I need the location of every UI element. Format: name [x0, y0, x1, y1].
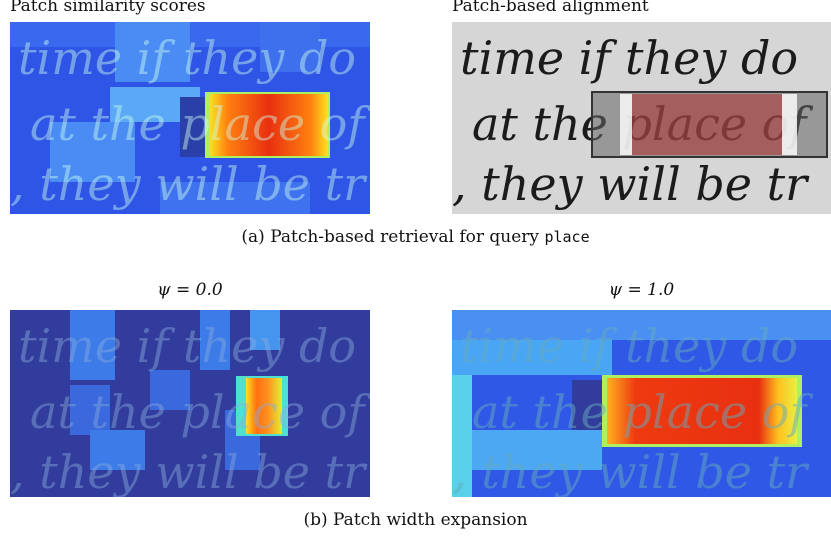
- panel-title: ψ = 1.0: [452, 280, 831, 300]
- handwriting: , they will be tr: [10, 157, 368, 211]
- handwriting: time if they do: [460, 31, 798, 85]
- handwriting: at the place of: [472, 385, 813, 439]
- caption: (a) Patch-based retrieval for query plac…: [0, 227, 831, 247]
- heatmap: time if they do at the place of , they wil…: [10, 22, 370, 214]
- handwriting: time if they do: [18, 319, 356, 373]
- heatmap: time if they do at the place of , they wil…: [452, 310, 831, 497]
- handwriting: , they will be tr: [10, 445, 368, 497]
- query: place: [544, 228, 589, 246]
- panel-title: ψ = 0.0: [10, 280, 370, 300]
- heatmap: time if they do at the place of , they wil…: [10, 310, 370, 497]
- caption: (b) Patch width expansion: [0, 510, 831, 530]
- caption-text: (a) Patch-based retrieval for query: [241, 227, 539, 247]
- handwriting: at the place of: [30, 97, 370, 151]
- handwriting: time if they do: [460, 319, 798, 373]
- page: Patch similarity scores Patch-based alig…: [0, 0, 831, 539]
- handwriting: at the place of: [30, 385, 370, 439]
- handwriting: time if they do: [18, 31, 356, 85]
- panel-title: Patch-based alignment: [452, 0, 649, 16]
- handwriting: , they will be tr: [452, 445, 810, 497]
- panel-title: Patch similarity scores: [10, 0, 206, 16]
- handwriting: , they will be tr: [452, 157, 810, 211]
